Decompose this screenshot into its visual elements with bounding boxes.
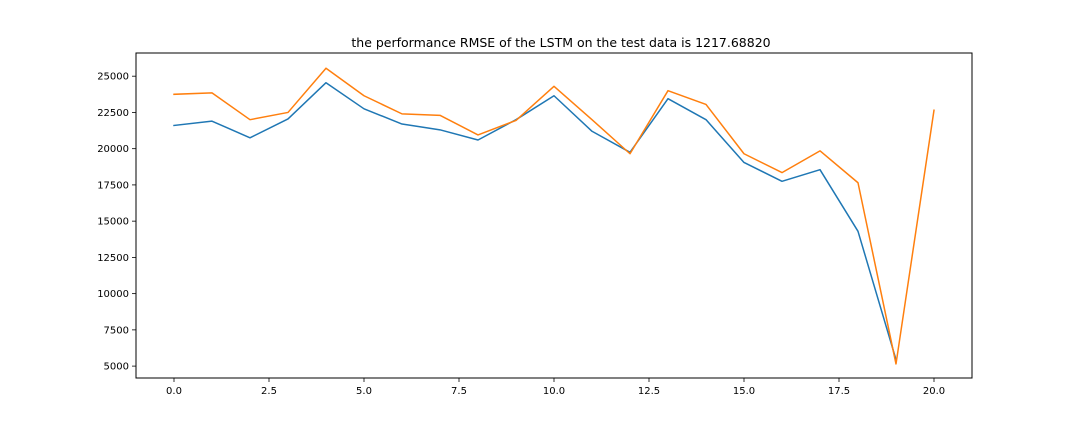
x-tick-label: 10.0 xyxy=(543,386,565,397)
x-tick-label: 17.5 xyxy=(828,386,850,397)
x-tick-label: 0.0 xyxy=(166,386,182,397)
x-tick-label: 5.0 xyxy=(356,386,372,397)
x-tick-label: 12.5 xyxy=(638,386,660,397)
series-line-2 xyxy=(173,67,935,365)
x-tick-label: 20.0 xyxy=(923,386,945,397)
series-layer xyxy=(173,67,935,365)
y-tick-label: 5000 xyxy=(104,362,129,373)
y-tick-label: 7500 xyxy=(104,325,129,336)
y-tick-label: 10000 xyxy=(97,289,129,300)
y-tick-label: 15000 xyxy=(97,217,129,228)
y-tick-label: 25000 xyxy=(97,72,129,83)
y-tick-label: 12500 xyxy=(97,253,129,264)
y-axis: 5000 7500 10000 12500 15000 17500 20000 22500 25… xyxy=(97,72,136,373)
chart-title: the performance RMSE of the LSTM on the … xyxy=(351,35,770,50)
plot-frame xyxy=(135,52,973,379)
y-tick-label: 22500 xyxy=(97,108,129,119)
x-axis: 0.0 2.5 5.0 7.5 10.0 12.5 15.0 17.5 20.0 xyxy=(166,378,945,397)
x-tick-label: 15.0 xyxy=(733,386,755,397)
x-tick-label: 2.5 xyxy=(261,386,277,397)
x-tick-label: 7.5 xyxy=(451,386,467,397)
series-line-1 xyxy=(173,81,897,361)
y-tick-label: 20000 xyxy=(97,144,129,155)
y-tick-label: 17500 xyxy=(97,180,129,191)
